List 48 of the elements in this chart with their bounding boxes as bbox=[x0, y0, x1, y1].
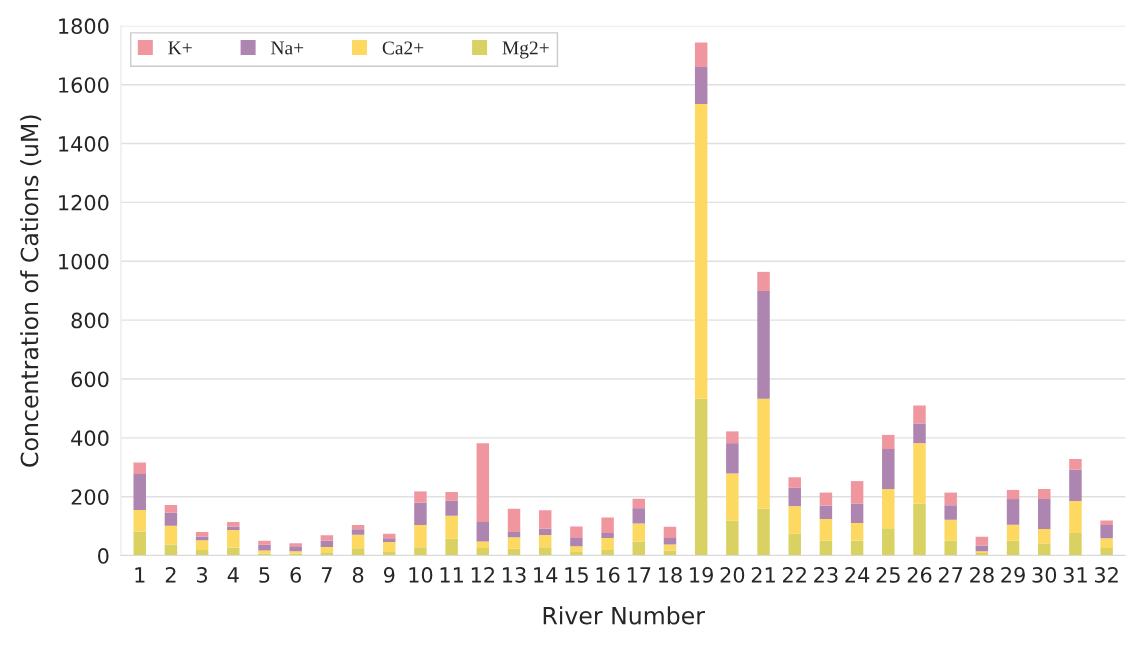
x-tick-label: 22 bbox=[783, 567, 806, 583]
y-tick-label: 800 bbox=[71, 312, 109, 329]
legend-label: K+ bbox=[168, 41, 192, 55]
x-tick-label: 27 bbox=[938, 567, 963, 583]
legend-label: Na+ bbox=[271, 41, 304, 55]
x-tick-label: 10 bbox=[409, 567, 433, 583]
x-tick-label: 29 bbox=[1001, 567, 1025, 583]
x-tick-label: 3 bbox=[197, 567, 208, 583]
x-tick-label: 13 bbox=[503, 567, 526, 583]
x-tick-label: 17 bbox=[627, 567, 651, 583]
x-tick-label: 7 bbox=[321, 567, 332, 583]
y-tick-label: 1400 bbox=[59, 136, 109, 152]
x-tick-label: 11 bbox=[440, 567, 463, 583]
y-tick-label: 1600 bbox=[59, 77, 109, 93]
x-tick-label: 2 bbox=[165, 567, 176, 583]
x-tick-label: 1 bbox=[135, 567, 145, 583]
legend-label: Mg2+ bbox=[502, 41, 549, 59]
legend-label: Ca2+ bbox=[382, 41, 424, 55]
y-tick-label: 200 bbox=[71, 489, 109, 505]
x-tick-label: 32 bbox=[1094, 567, 1118, 583]
y-tick-label: 1800 bbox=[59, 18, 109, 35]
y-tick-label: 600 bbox=[71, 371, 109, 388]
x-tick-label: 21 bbox=[751, 567, 775, 583]
x-tick-label: 16 bbox=[596, 567, 620, 583]
x-axis-title: River Number bbox=[543, 606, 705, 625]
x-tick-label: 14 bbox=[534, 567, 558, 583]
y-tick-label: 1200 bbox=[59, 194, 109, 211]
x-tick-label: 25 bbox=[876, 567, 900, 583]
x-tick-label: 19 bbox=[690, 567, 713, 583]
x-tick-label: 9 bbox=[383, 567, 395, 583]
x-tick-label: 5 bbox=[259, 567, 270, 583]
x-tick-label: 24 bbox=[845, 567, 870, 583]
x-tick-label: 30 bbox=[1032, 567, 1057, 583]
y-tick-label: 1000 bbox=[59, 253, 109, 270]
x-tick-label: 20 bbox=[720, 567, 745, 583]
x-tick-label: 28 bbox=[970, 567, 994, 583]
y-tick-label: 400 bbox=[71, 430, 109, 447]
x-tick-label: 15 bbox=[565, 567, 588, 583]
x-tick-label: 4 bbox=[227, 567, 239, 583]
x-tick-label: 12 bbox=[471, 567, 494, 583]
x-tick-label: 26 bbox=[907, 567, 932, 583]
x-tick-label: 31 bbox=[1063, 567, 1087, 583]
y-tick-label: 0 bbox=[98, 548, 109, 564]
x-tick-label: 6 bbox=[290, 567, 301, 583]
x-tick-label: 8 bbox=[352, 567, 364, 583]
x-tick-label: 23 bbox=[814, 567, 838, 583]
x-tick-label: 18 bbox=[659, 567, 682, 583]
y-axis-title: Concentration of Cations (uM) bbox=[20, 115, 42, 467]
